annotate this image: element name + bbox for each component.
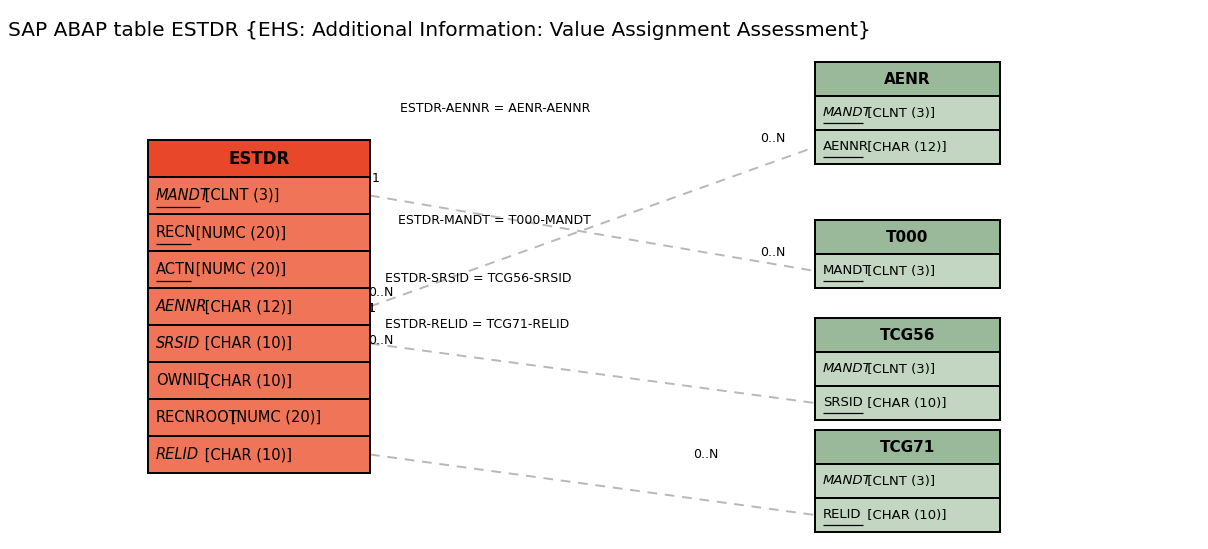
Text: 1: 1 xyxy=(368,301,376,315)
Bar xyxy=(815,96,1000,130)
Text: 0..N: 0..N xyxy=(368,333,394,346)
Text: [CLNT (3)]: [CLNT (3)] xyxy=(863,474,935,488)
Bar xyxy=(815,464,1000,498)
Text: MANDT: MANDT xyxy=(823,474,872,488)
Text: 0..N: 0..N xyxy=(693,449,719,462)
Text: [NUMC (20)]: [NUMC (20)] xyxy=(226,410,321,425)
Bar xyxy=(149,214,370,251)
Text: MANDT: MANDT xyxy=(823,362,872,376)
Text: ESTDR: ESTDR xyxy=(228,149,290,167)
Text: T000: T000 xyxy=(887,229,929,244)
Text: 1: 1 xyxy=(372,171,379,184)
Text: SRSID: SRSID xyxy=(823,396,863,410)
Bar xyxy=(815,130,1000,164)
Bar xyxy=(815,254,1000,288)
Bar xyxy=(149,140,370,177)
Bar xyxy=(815,386,1000,420)
Text: ACTN: ACTN xyxy=(156,262,196,277)
Bar xyxy=(815,62,1000,96)
Text: [CHAR (10)]: [CHAR (10)] xyxy=(199,447,292,462)
Text: [CHAR (12)]: [CHAR (12)] xyxy=(199,299,292,314)
Text: MANDT: MANDT xyxy=(823,265,871,277)
Text: RELID: RELID xyxy=(823,508,861,522)
Text: [CLNT (3)]: [CLNT (3)] xyxy=(863,265,935,277)
Text: AENNR: AENNR xyxy=(823,141,869,154)
Text: [CHAR (12)]: [CHAR (12)] xyxy=(863,141,946,154)
Bar xyxy=(149,177,370,214)
Text: TCG56: TCG56 xyxy=(879,328,935,343)
Text: SAP ABAP table ESTDR {EHS: Additional Information: Value Assignment Assessment}: SAP ABAP table ESTDR {EHS: Additional In… xyxy=(8,20,871,40)
Text: ESTDR-AENNR = AENR-AENNR: ESTDR-AENNR = AENR-AENNR xyxy=(400,102,591,115)
Text: [NUMC (20)]: [NUMC (20)] xyxy=(191,225,286,240)
Bar xyxy=(149,436,370,473)
Text: 0..N: 0..N xyxy=(368,285,394,299)
Text: [CHAR (10)]: [CHAR (10)] xyxy=(199,373,292,388)
Text: [CLNT (3)]: [CLNT (3)] xyxy=(863,107,935,120)
Bar xyxy=(815,430,1000,464)
Text: [CHAR (10)]: [CHAR (10)] xyxy=(199,336,292,351)
Bar xyxy=(815,220,1000,254)
Text: MANDT: MANDT xyxy=(823,107,872,120)
Text: OWNID: OWNID xyxy=(156,373,209,388)
Bar xyxy=(815,318,1000,352)
Text: ESTDR-RELID = TCG71-RELID: ESTDR-RELID = TCG71-RELID xyxy=(385,318,569,332)
Bar xyxy=(149,251,370,288)
Text: 1: 1 xyxy=(368,301,376,315)
Text: [CLNT (3)]: [CLNT (3)] xyxy=(199,188,279,203)
Text: SRSID: SRSID xyxy=(156,336,201,351)
Bar xyxy=(149,362,370,399)
Text: MANDT: MANDT xyxy=(156,188,210,203)
Text: [CLNT (3)]: [CLNT (3)] xyxy=(863,362,935,376)
Text: RECNROOT: RECNROOT xyxy=(156,410,239,425)
Bar xyxy=(815,352,1000,386)
Text: TCG71: TCG71 xyxy=(879,440,935,455)
Text: 0..N: 0..N xyxy=(760,247,785,260)
Bar xyxy=(149,399,370,436)
Text: [NUMC (20)]: [NUMC (20)] xyxy=(191,262,286,277)
Text: RELID: RELID xyxy=(156,447,199,462)
Bar xyxy=(815,498,1000,532)
Text: [CHAR (10)]: [CHAR (10)] xyxy=(863,508,946,522)
Text: ESTDR-MANDT = T000-MANDT: ESTDR-MANDT = T000-MANDT xyxy=(397,214,591,227)
Text: RECN: RECN xyxy=(156,225,197,240)
Text: AENNR: AENNR xyxy=(156,299,208,314)
Text: AENR: AENR xyxy=(884,71,931,87)
Bar xyxy=(149,288,370,325)
Text: ESTDR-SRSID = TCG56-SRSID: ESTDR-SRSID = TCG56-SRSID xyxy=(385,272,571,284)
Text: 0..N: 0..N xyxy=(760,132,785,144)
Text: [CHAR (10)]: [CHAR (10)] xyxy=(863,396,946,410)
Bar xyxy=(149,325,370,362)
